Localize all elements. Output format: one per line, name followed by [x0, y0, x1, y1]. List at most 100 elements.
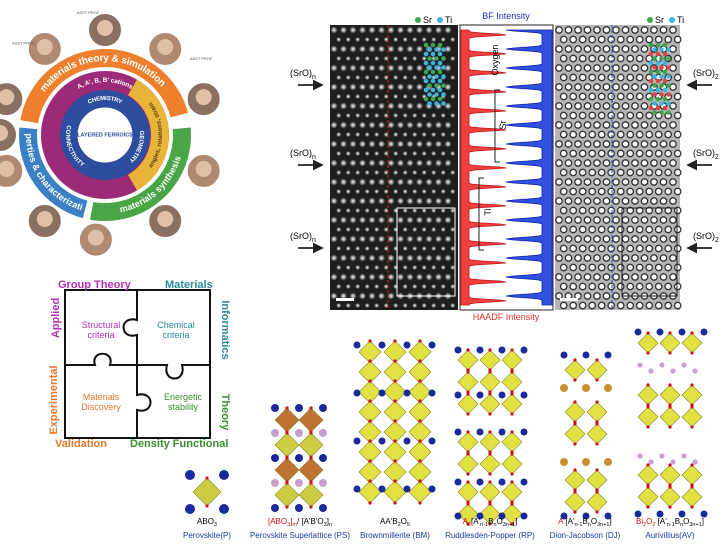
octahedron — [501, 371, 523, 393]
atom-ring — [555, 26, 563, 34]
atom-column — [444, 83, 452, 91]
portrait-face — [36, 211, 53, 228]
overlay-atom — [648, 78, 654, 84]
atom-ring — [597, 73, 606, 82]
overlay-atom — [652, 110, 657, 115]
atom-ring — [664, 225, 673, 234]
atom-ring — [602, 121, 611, 129]
oxygen — [466, 392, 470, 396]
atom-column — [374, 36, 380, 43]
atom-ring — [650, 254, 658, 262]
atom-ring — [616, 73, 625, 82]
cation — [295, 404, 303, 412]
cation — [692, 459, 698, 465]
cation — [659, 362, 665, 368]
atom-ring — [659, 26, 668, 34]
overlay-atom — [423, 42, 429, 48]
atom-ring — [555, 159, 563, 167]
oxygen — [668, 351, 672, 355]
atom-ring — [583, 83, 592, 91]
atom-column — [387, 45, 395, 53]
atom-ring — [583, 292, 592, 300]
atom-ring — [616, 149, 625, 158]
atom-ring — [597, 130, 606, 139]
atom-ring — [559, 244, 568, 253]
atom-ring — [602, 102, 611, 110]
atom-ring — [626, 168, 635, 177]
atom-column — [396, 254, 405, 262]
atom-ring — [664, 244, 673, 253]
badge: ASST PROF — [77, 10, 100, 15]
atom-column — [415, 121, 424, 129]
label-main: (SrO) — [693, 68, 715, 78]
octahedron — [457, 453, 479, 475]
atom-ring — [621, 64, 630, 72]
atom-ring — [669, 102, 677, 110]
atom-column — [336, 207, 342, 214]
atom-column — [393, 169, 399, 176]
atom-ring — [559, 149, 568, 158]
atom-column — [374, 226, 380, 233]
atom-column — [374, 245, 380, 252]
atom-column — [444, 178, 452, 186]
atom-ring — [607, 206, 616, 215]
atom-ring — [669, 178, 677, 186]
overlay-atom — [434, 47, 439, 52]
overlay-atom — [648, 105, 654, 111]
atom-ring — [583, 197, 592, 205]
cation — [678, 510, 686, 518]
octahedron — [659, 332, 681, 354]
oxygen — [573, 378, 577, 382]
cation — [604, 351, 612, 359]
label-main: (SrO) — [290, 68, 312, 78]
atom-ring — [669, 64, 677, 72]
atom-column — [412, 264, 418, 271]
atom-ring — [645, 130, 654, 139]
formula-part: n — [329, 522, 332, 528]
atom-column — [425, 254, 433, 262]
atom-column — [425, 159, 433, 167]
atom-column — [450, 112, 456, 119]
atom-column — [364, 245, 370, 252]
atom-ring — [621, 273, 630, 281]
atom-ring — [626, 35, 635, 44]
atom-ring — [569, 206, 578, 215]
atom-ring — [564, 235, 573, 243]
atom-ring — [669, 83, 677, 91]
atom-ring — [607, 244, 616, 253]
atom-ring — [616, 225, 625, 234]
atom-ring — [593, 140, 601, 148]
cation — [353, 437, 361, 445]
atom-column — [368, 140, 376, 148]
atom-column — [444, 273, 452, 281]
formula-part: O — [497, 517, 503, 526]
atom-column — [440, 264, 446, 271]
cation — [319, 454, 327, 462]
atom-ring — [640, 45, 649, 53]
oxygen — [646, 405, 650, 409]
atom-column — [406, 216, 414, 224]
atom-ring — [626, 111, 635, 120]
oxygen — [488, 452, 492, 456]
cation — [604, 384, 612, 392]
atom-column — [396, 216, 405, 224]
atom-ring — [607, 187, 616, 196]
atom-column — [355, 93, 361, 100]
atom-ring — [583, 235, 592, 243]
atom-column — [358, 26, 367, 34]
legend-dot — [415, 17, 421, 23]
atom-ring — [654, 149, 663, 158]
octahedron — [564, 401, 586, 423]
atom-column — [374, 150, 380, 157]
atom-ring — [673, 54, 682, 63]
atom-column — [336, 302, 342, 309]
atom-column — [396, 121, 405, 129]
atom-column — [440, 169, 446, 176]
atom-column — [358, 197, 367, 205]
atom-ring — [555, 64, 563, 72]
cation — [428, 437, 436, 445]
atom-column — [387, 216, 395, 224]
atom-column — [349, 102, 357, 110]
cation — [271, 404, 279, 412]
atom-column — [339, 121, 348, 129]
